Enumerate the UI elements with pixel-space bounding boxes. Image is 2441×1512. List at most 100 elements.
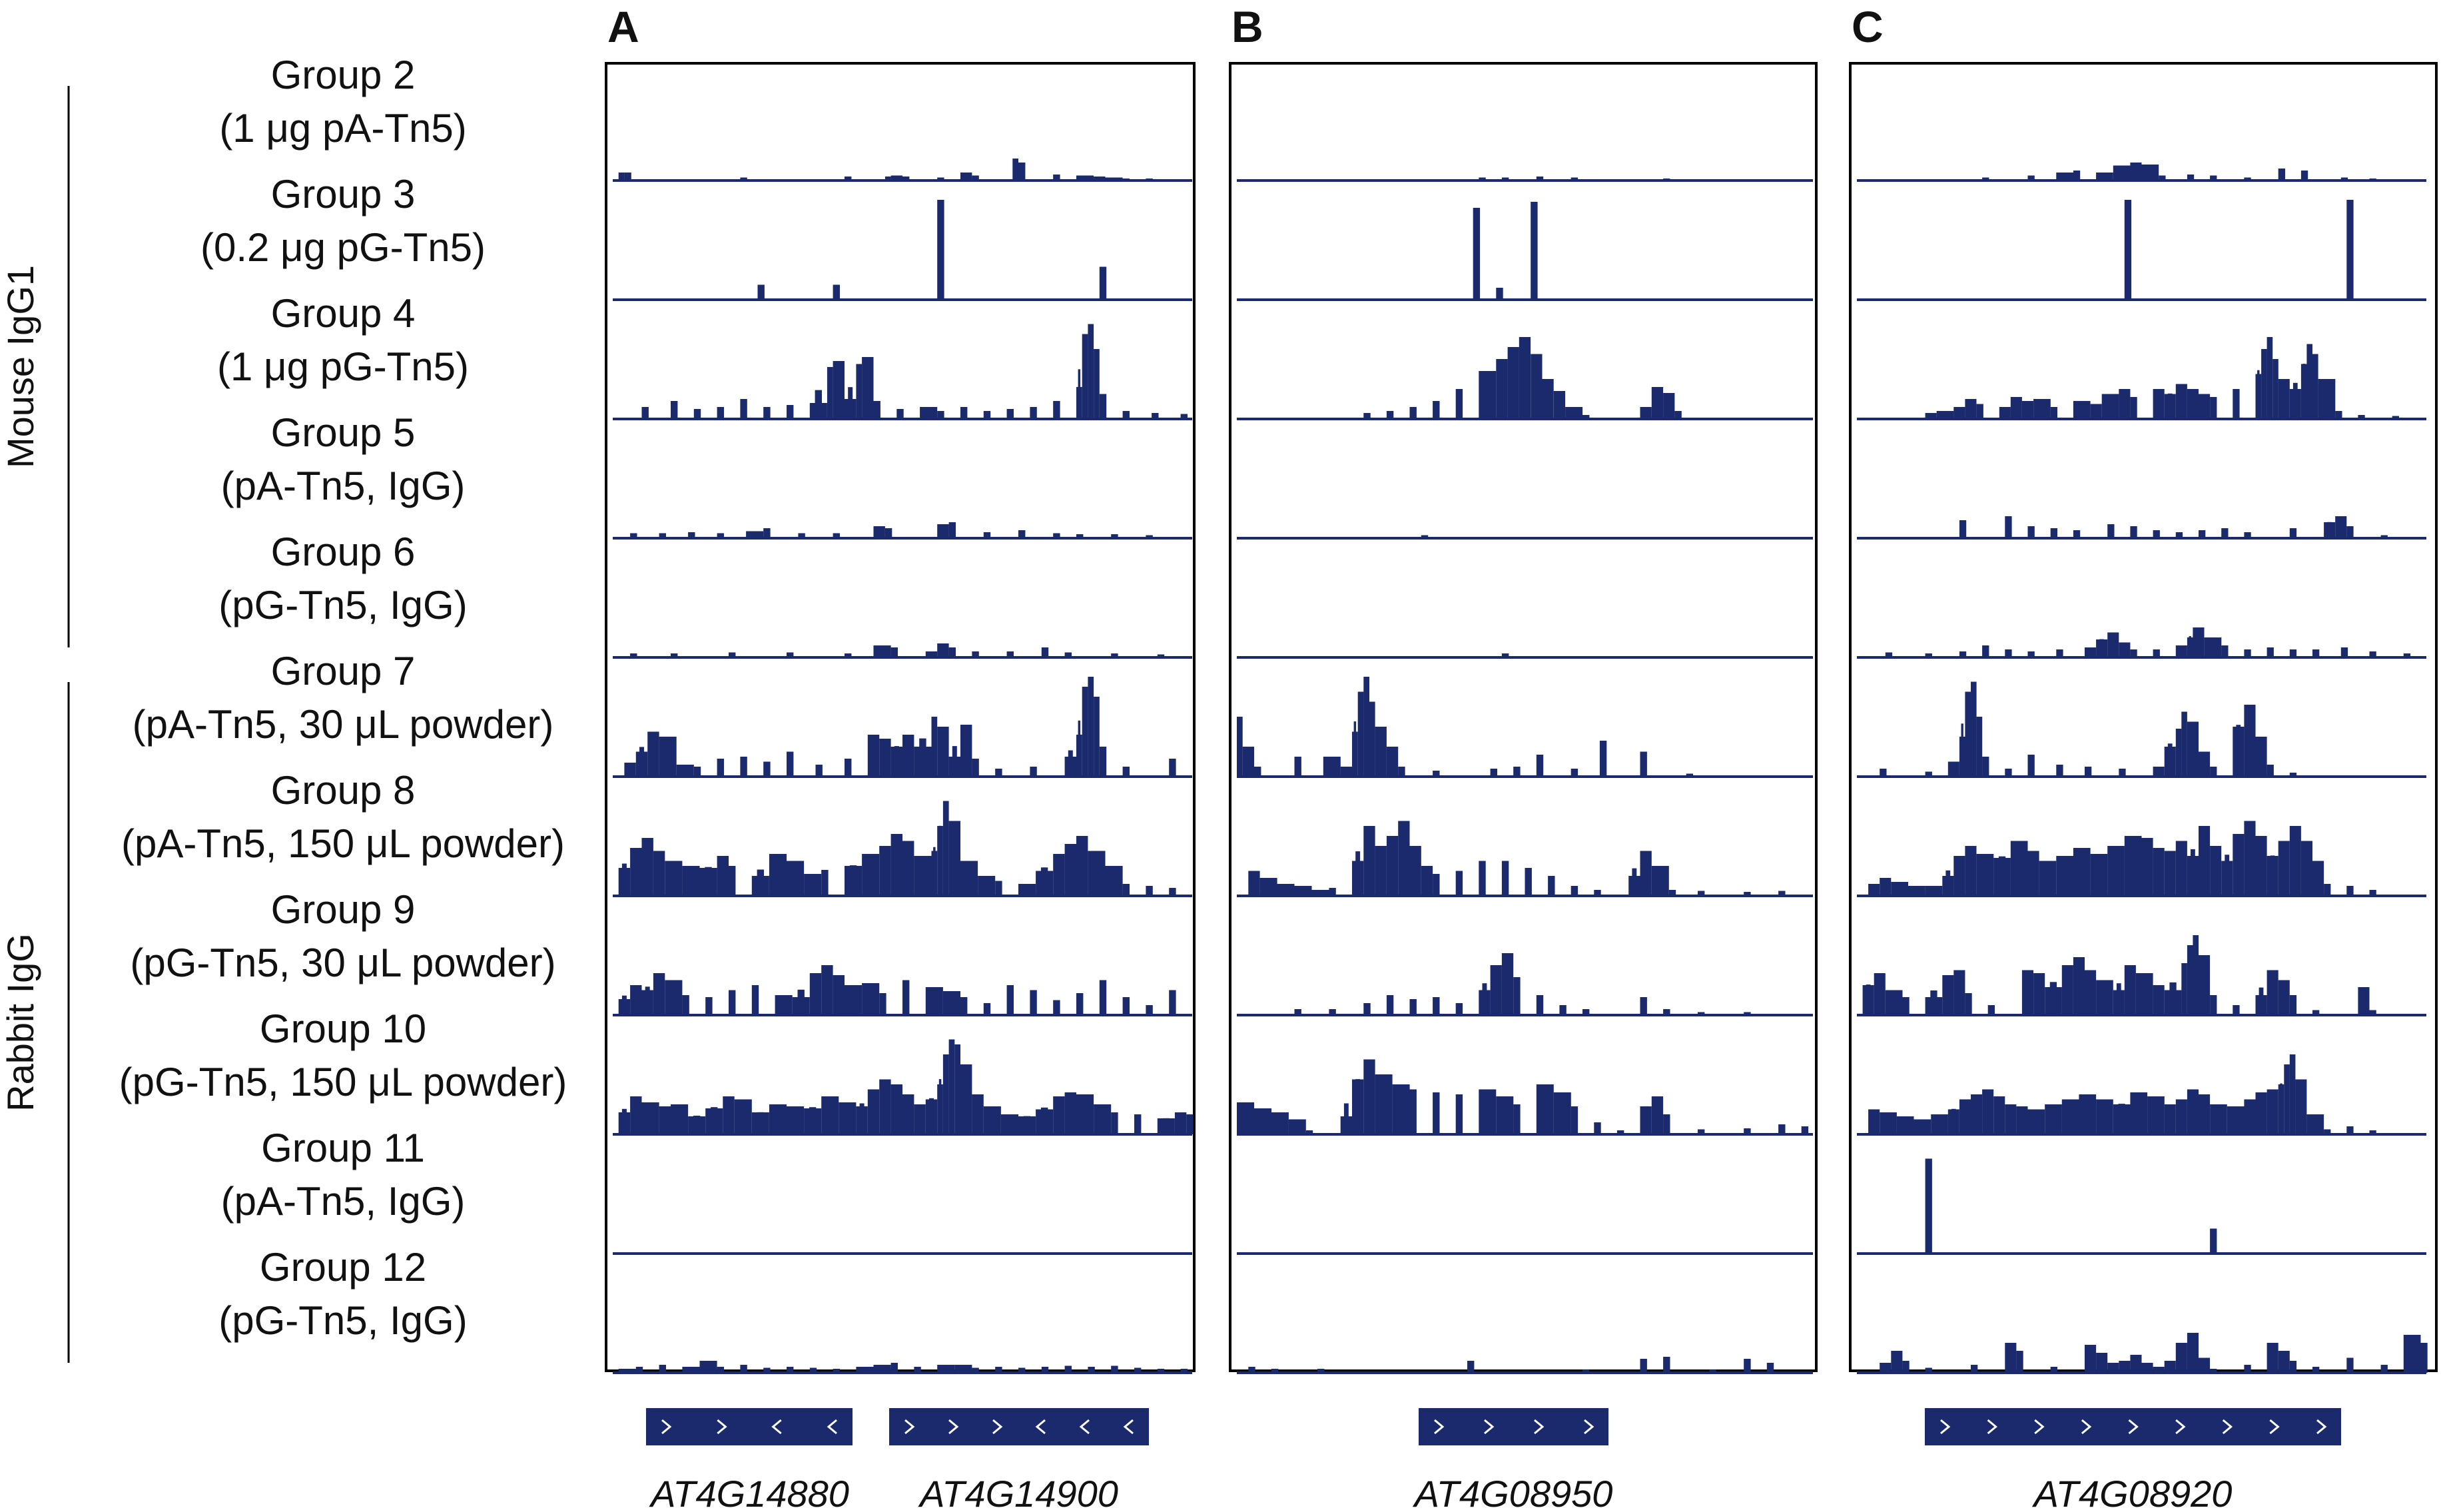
coverage-bar (746, 531, 764, 538)
coverage-bar (1666, 404, 1672, 419)
strand-arrow-icon (1079, 1419, 1090, 1435)
row-label-line2: (0.2 μg pG-Tn5) (200, 225, 486, 270)
row-label-line2: (pA-Tn5, 150 μL powder) (121, 821, 565, 866)
coverage-bar (1778, 891, 1786, 896)
panel-A: A AT4G14880 AT4G14900 (605, 2, 1196, 1512)
coverage-bar (1467, 1361, 1475, 1373)
coverage-bar (1146, 179, 1153, 181)
coverage-bar (894, 846, 899, 896)
coverage-bar (995, 881, 1002, 896)
coverage-bar (670, 991, 677, 1015)
coverage-bar (1655, 394, 1660, 419)
coverage-bar (621, 863, 627, 896)
coverage-bar (740, 1365, 747, 1373)
coverage-bar (2244, 1365, 2251, 1373)
coverage-bar (2281, 843, 2286, 896)
coverage-bar (1169, 990, 1176, 1015)
coverage-bar (858, 369, 861, 419)
coverage-bar (1971, 1365, 1978, 1373)
track-5 (1857, 516, 2426, 540)
coverage-bar (2101, 989, 2109, 1016)
coverage-bar (1655, 1110, 1660, 1134)
coverage-bar (890, 1363, 898, 1373)
coverage-bar (1914, 1119, 1931, 1134)
coverage-bar (1134, 1114, 1142, 1134)
coverage-bar (787, 751, 794, 777)
coverage-bar (2107, 395, 2114, 419)
coverage-bar (791, 1111, 799, 1134)
coverage-bar (1541, 1095, 1549, 1134)
coverage-bar (1985, 1099, 1990, 1134)
coverage-bar (2038, 405, 2045, 419)
coverage-bar (1078, 720, 1081, 777)
coverage-bar (2096, 173, 2113, 181)
coverage-bar (983, 1003, 991, 1015)
track-3 (613, 200, 1192, 301)
coverage-bar (813, 976, 818, 1015)
coverage-bar (1525, 868, 1532, 896)
coverage-bar (2025, 978, 2030, 1015)
coverage-bar (2263, 354, 2265, 419)
coverage-bar (1134, 1367, 1142, 1373)
coverage-bar (2167, 853, 2173, 897)
coverage-bar (2270, 855, 2275, 896)
coverage-bar (1413, 862, 1418, 896)
coverage-bar (896, 409, 904, 419)
coverage-bar (920, 407, 938, 419)
coverage-bar (845, 177, 852, 181)
coverage-bar (938, 1079, 942, 1134)
strand-arrow-icon (771, 1419, 782, 1435)
coverage-bar (1095, 729, 1098, 777)
coverage-bar (2179, 391, 2184, 419)
row-label-line2: (pG-Tn5, 150 μL powder) (119, 1060, 567, 1104)
coverage-bar (1359, 698, 1362, 777)
coverage-bar (894, 746, 899, 777)
coverage-bar (2112, 849, 2120, 896)
coverage-bar (1084, 342, 1086, 420)
coverage-bar (2179, 855, 2184, 896)
coverage-bar (845, 759, 852, 777)
row-label-line2: (pA-Tn5, 30 μL powder) (133, 702, 554, 747)
coverage-bar (2027, 175, 2035, 181)
coverage-bar (1152, 413, 1159, 419)
strand-arrow-icon (2175, 1419, 2186, 1435)
coverage-bar (2314, 374, 2316, 419)
coverage-bar (2191, 1098, 2195, 1134)
coverage-bar (1484, 373, 1491, 419)
coverage-bar (2209, 643, 2217, 657)
coverage-bar (1111, 653, 1118, 657)
coverage-bar (1981, 862, 1989, 896)
coverage-bar (933, 847, 936, 896)
coverage-bar (960, 407, 968, 419)
coverage-bar (2225, 855, 2230, 896)
coverage-bar (2147, 171, 2154, 181)
strand-arrow-icon (1940, 1419, 1951, 1435)
coverage-bar (1501, 653, 1509, 657)
coverage-bar (890, 175, 902, 181)
coverage-bar (902, 980, 910, 1015)
coverage-bar (740, 177, 747, 181)
coverage-bar (2210, 767, 2217, 777)
coverage-bar (1169, 888, 1176, 896)
coverage-bar (1616, 1130, 1624, 1134)
coverage-bar (711, 1107, 718, 1134)
coverage-bar (2236, 725, 2241, 777)
coverage-bar (2141, 984, 2148, 1015)
track-8 (1237, 821, 1813, 897)
coverage-bar (2199, 1357, 2211, 1373)
coverage-bar (1084, 695, 1086, 777)
coverage-bar (2118, 1104, 2125, 1134)
coverage-bar (693, 1116, 701, 1135)
row-label-line1: Group 10 (260, 1006, 426, 1051)
coverage-bar (975, 1105, 980, 1135)
coverage-bar (1513, 767, 1521, 777)
coverage-bar (1987, 1005, 1995, 1015)
row-label-line1: Group 2 (271, 53, 416, 97)
coverage-bar (1925, 1367, 1932, 1373)
coverage-bar (1643, 864, 1648, 896)
track-12 (1857, 1333, 2428, 1374)
coverage-bar (1945, 978, 1951, 1015)
coverage-bar (2113, 165, 2131, 181)
coverage-bar (2187, 175, 2195, 181)
coverage-bar (2107, 524, 2115, 538)
